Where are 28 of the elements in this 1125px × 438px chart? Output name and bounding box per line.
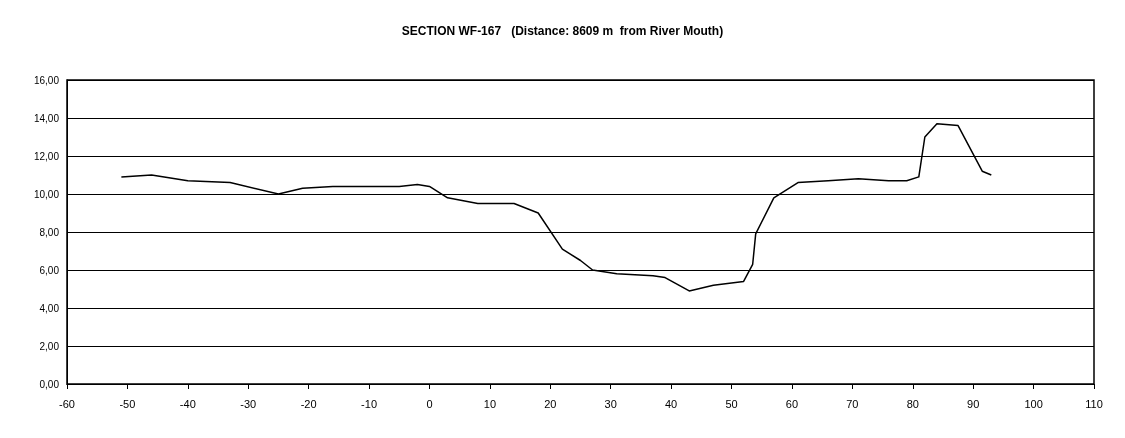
x-tick-label: -40 [179, 397, 196, 410]
y-tick-label: 10,00 [33, 188, 60, 200]
x-tick-label: -10 [361, 397, 378, 410]
x-tick-label: 60 [785, 397, 799, 410]
x-tick-label: -50 [119, 397, 136, 410]
x-tick-label: 10 [483, 397, 497, 410]
x-tick-label: 20 [544, 397, 557, 410]
x-tick-label: 80 [906, 397, 919, 410]
x-tick-label: 40 [664, 397, 678, 410]
y-tick-label: 2,00 [39, 340, 60, 352]
chart-title: SECTION WF-167 (Distance: 8609 m from River Mouth) [401, 24, 724, 38]
x-tick-label: -30 [240, 397, 257, 410]
x-tick-label: 0 [426, 397, 433, 410]
y-tick-label: 0,00 [39, 378, 60, 390]
x-tick-label: 30 [604, 397, 617, 410]
y-tick-label: 8,00 [39, 226, 60, 238]
y-tick-label: 14,00 [33, 112, 60, 124]
x-tick-label: -60 [59, 397, 75, 410]
y-tick-label: 4,00 [39, 302, 60, 314]
x-tick-label: 100 [1024, 397, 1043, 410]
x-tick-label: 110 [1085, 397, 1103, 410]
y-tick-label: 6,00 [39, 264, 60, 276]
x-tick-label: 70 [846, 397, 859, 410]
x-tick-label: -20 [300, 397, 317, 410]
y-tick-label: 12,00 [33, 150, 60, 162]
x-tick-label: 50 [725, 397, 738, 410]
x-tick-label: 90 [967, 397, 980, 410]
y-tick-label: 16,00 [33, 74, 60, 86]
